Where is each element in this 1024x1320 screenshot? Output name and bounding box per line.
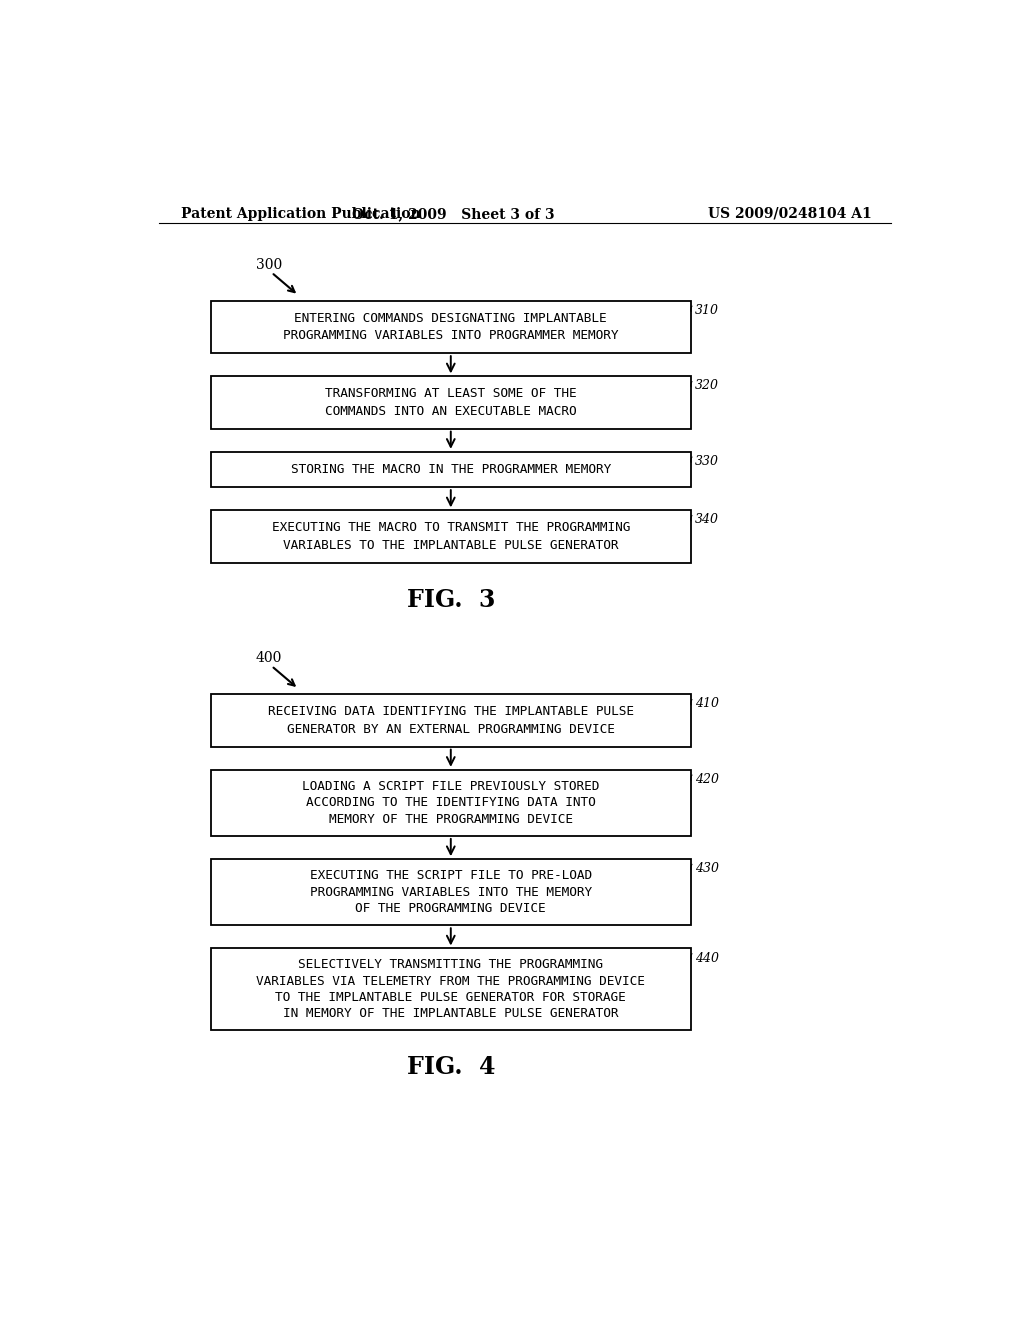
Text: 300: 300 xyxy=(256,257,283,272)
Bar xyxy=(211,948,690,1030)
Text: 420: 420 xyxy=(695,774,719,785)
Text: COMMANDS INTO AN EXECUTABLE MACRO: COMMANDS INTO AN EXECUTABLE MACRO xyxy=(325,405,577,417)
Text: EXECUTING THE MACRO TO TRANSMIT THE PROGRAMMING: EXECUTING THE MACRO TO TRANSMIT THE PROG… xyxy=(271,521,630,535)
Text: OF THE PROGRAMMING DEVICE: OF THE PROGRAMMING DEVICE xyxy=(355,903,546,915)
Bar xyxy=(211,301,690,354)
Bar xyxy=(211,770,690,836)
Text: 340: 340 xyxy=(695,513,719,527)
Text: SELECTIVELY TRANSMITTING THE PROGRAMMING: SELECTIVELY TRANSMITTING THE PROGRAMMING xyxy=(298,958,603,972)
Text: VARIABLES TO THE IMPLANTABLE PULSE GENERATOR: VARIABLES TO THE IMPLANTABLE PULSE GENER… xyxy=(283,539,618,552)
Text: FIG.  3: FIG. 3 xyxy=(407,587,495,611)
Text: Oct. 1, 2009   Sheet 3 of 3: Oct. 1, 2009 Sheet 3 of 3 xyxy=(352,207,555,220)
Text: 320: 320 xyxy=(695,379,719,392)
Text: EXECUTING THE SCRIPT FILE TO PRE-LOAD: EXECUTING THE SCRIPT FILE TO PRE-LOAD xyxy=(309,869,592,882)
Text: ACCORDING TO THE IDENTIFYING DATA INTO: ACCORDING TO THE IDENTIFYING DATA INTO xyxy=(306,796,596,809)
Text: TRANSFORMING AT LEAST SOME OF THE: TRANSFORMING AT LEAST SOME OF THE xyxy=(325,387,577,400)
Text: 310: 310 xyxy=(695,304,719,317)
Text: 410: 410 xyxy=(695,697,719,710)
Text: ENTERING COMMANDS DESIGNATING IMPLANTABLE: ENTERING COMMANDS DESIGNATING IMPLANTABL… xyxy=(295,312,607,325)
Text: VARIABLES VIA TELEMETRY FROM THE PROGRAMMING DEVICE: VARIABLES VIA TELEMETRY FROM THE PROGRAM… xyxy=(256,974,645,987)
Text: PROGRAMMING VARIABLES INTO THE MEMORY: PROGRAMMING VARIABLES INTO THE MEMORY xyxy=(309,886,592,899)
Bar xyxy=(211,451,690,487)
Text: 430: 430 xyxy=(695,862,719,875)
Text: IN MEMORY OF THE IMPLANTABLE PULSE GENERATOR: IN MEMORY OF THE IMPLANTABLE PULSE GENER… xyxy=(283,1007,618,1020)
Text: TO THE IMPLANTABLE PULSE GENERATOR FOR STORAGE: TO THE IMPLANTABLE PULSE GENERATOR FOR S… xyxy=(275,991,626,1005)
Text: GENERATOR BY AN EXTERNAL PROGRAMMING DEVICE: GENERATOR BY AN EXTERNAL PROGRAMMING DEV… xyxy=(287,723,614,735)
Text: 440: 440 xyxy=(695,952,719,965)
Text: 400: 400 xyxy=(256,651,283,665)
Bar xyxy=(211,376,690,429)
Bar xyxy=(211,694,690,747)
Bar xyxy=(211,859,690,925)
Text: LOADING A SCRIPT FILE PREVIOUSLY STORED: LOADING A SCRIPT FILE PREVIOUSLY STORED xyxy=(302,780,599,793)
Text: MEMORY OF THE PROGRAMMING DEVICE: MEMORY OF THE PROGRAMMING DEVICE xyxy=(329,813,572,826)
Text: 330: 330 xyxy=(695,455,719,467)
Text: FIG.  4: FIG. 4 xyxy=(407,1055,495,1078)
Text: US 2009/0248104 A1: US 2009/0248104 A1 xyxy=(709,207,872,220)
Text: PROGRAMMING VARIABLES INTO PROGRAMMER MEMORY: PROGRAMMING VARIABLES INTO PROGRAMMER ME… xyxy=(283,329,618,342)
Text: Patent Application Publication: Patent Application Publication xyxy=(180,207,420,220)
Bar xyxy=(211,511,690,562)
Text: STORING THE MACRO IN THE PROGRAMMER MEMORY: STORING THE MACRO IN THE PROGRAMMER MEMO… xyxy=(291,463,611,477)
Text: RECEIVING DATA IDENTIFYING THE IMPLANTABLE PULSE: RECEIVING DATA IDENTIFYING THE IMPLANTAB… xyxy=(268,705,634,718)
